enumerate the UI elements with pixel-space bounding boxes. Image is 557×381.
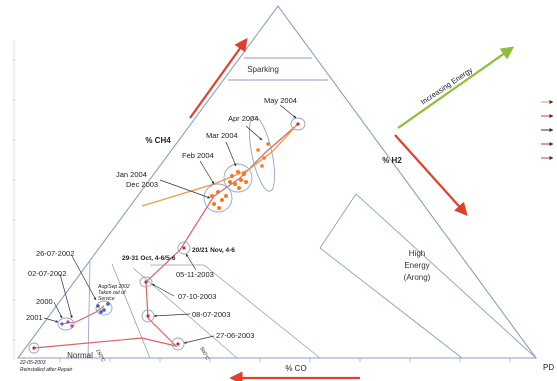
high-energy-zone — [319, 193, 538, 359]
high-energy-label-3: (Arong) — [404, 273, 431, 282]
ch4-axis-label: % CH4 — [145, 136, 171, 145]
pd-label: PD — [543, 363, 554, 372]
callout-lines — [43, 104, 297, 344]
purple-dot-cluster — [60, 320, 74, 328]
normal-zone-border — [87, 261, 238, 359]
label-nov-2003-span: 20/21 Nov, 4-6 — [192, 247, 235, 254]
label-jan-2004: Jan 2004 — [116, 170, 147, 179]
normal-label: Normal — [67, 351, 93, 360]
label-oct-2003-span: 29-31 Oct, 4-6/5-6 — [122, 255, 176, 262]
orange-dot-cluster-2 — [210, 190, 228, 210]
orange-dot-cluster-3 — [256, 142, 270, 168]
ch4-direction-arrow — [189, 37, 248, 119]
label-dec-2003: Dec 2003 — [126, 180, 158, 189]
legend-ticks — [541, 100, 554, 160]
h2-axis-label: % H2 — [382, 156, 402, 165]
label-2003-bottom: 22-05-2003 — [19, 360, 46, 366]
label-2003-bottom-2: Reinstalled after Repair — [20, 367, 73, 373]
label-07-10-2003: 07-10-2003 — [178, 292, 216, 301]
high-energy-label-2: Energy — [404, 261, 429, 270]
label-aug-2002-2: Taken out of — [98, 290, 126, 296]
label-08-07-2003: 08-07-2003 — [192, 310, 230, 319]
inner-region-border — [150, 264, 321, 359]
temp-150-label: 150°C — [94, 348, 106, 363]
label-aug-2002-3: Service — [98, 296, 115, 302]
co-axis-label: % CO — [285, 364, 306, 373]
label-2001: 2001 — [26, 313, 43, 322]
label-mar-2004: Mar 2004 — [206, 131, 238, 140]
label-05-11-2003: 05-11-2003 — [176, 270, 214, 279]
single-points — [32, 122, 300, 350]
increasing-energy-arrow — [397, 46, 515, 129]
trajectory-orange-path — [141, 125, 297, 207]
high-energy-label-1: High — [409, 249, 425, 258]
label-26-07-2002: 26-07-2002 — [36, 249, 74, 258]
main-triangle — [16, 5, 538, 359]
left-axis-ticks — [12, 40, 16, 360]
label-aug-2002-1: Aug/Sep 2002 — [97, 284, 130, 290]
label-apr-2004: Apr 2004 — [228, 114, 258, 123]
label-2000: 2000 — [36, 297, 53, 306]
blue-dot-cluster — [96, 302, 110, 314]
h2-direction-arrow — [394, 134, 468, 216]
temp-500-label: 500°C — [198, 346, 210, 361]
sparking-label: Sparking — [247, 65, 279, 74]
sparking-zone-border — [228, 57, 328, 81]
sample-clusters — [28, 116, 306, 354]
orange-dot-cluster-1 — [228, 170, 248, 190]
label-may-2004: May 2004 — [264, 96, 297, 105]
label-02-07-2002: 02-07-2002 — [28, 269, 66, 278]
bottom-axis-ticks — [59, 358, 511, 362]
label-27-06-2003: 27-06-2003 — [216, 331, 254, 340]
label-feb-2004: Feb 2004 — [182, 151, 214, 160]
increasing-energy-label: Increasing Energy — [419, 65, 474, 106]
trajectory-red-path — [33, 123, 299, 349]
